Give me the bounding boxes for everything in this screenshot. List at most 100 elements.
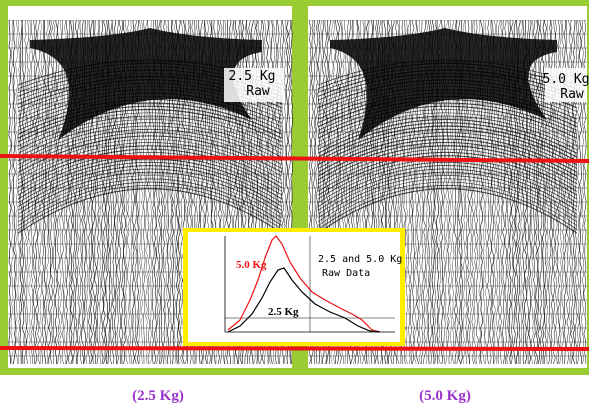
reflection [317, 132, 578, 169]
reflection [317, 175, 578, 219]
reflection [17, 99, 283, 131]
inset-plot [188, 232, 400, 342]
right-sublabel: Raw [560, 87, 584, 102]
caption: (5.0 Kg) [419, 388, 471, 404]
trace [54, 9, 58, 364]
reflection [317, 82, 578, 112]
left-label-bg [224, 68, 284, 102]
trace [23, 9, 27, 365]
inset-series-label: 5.0 Kg [236, 259, 267, 271]
reflection [17, 178, 283, 223]
trace [32, 9, 36, 365]
reflection [317, 135, 578, 173]
reflection [17, 105, 283, 139]
reflection [317, 95, 578, 128]
reflection [317, 86, 578, 116]
trace [541, 9, 545, 364]
trace [59, 9, 62, 365]
right-label-bg [545, 68, 587, 102]
reflection [317, 118, 578, 154]
inset-title: 2.5 and 5.0 Kg [318, 254, 402, 265]
reflection [317, 69, 578, 97]
trace [26, 9, 30, 365]
reflection [17, 148, 283, 189]
reflection [317, 152, 578, 192]
first-break [330, 28, 557, 140]
trace [34, 10, 38, 365]
reflection [317, 79, 578, 109]
right-label: 5.0 Kg [543, 72, 589, 87]
reflection [17, 92, 283, 124]
reflection [17, 89, 283, 120]
reflection [317, 181, 578, 226]
inset-subtitle: Raw Data [322, 268, 370, 279]
reflection [17, 109, 283, 143]
red-line-bottom [0, 346, 589, 351]
reflection [17, 145, 283, 185]
trace [21, 9, 25, 365]
trace [15, 9, 18, 365]
reflection [317, 148, 578, 188]
inset: 5.0 Kg 2.5 Kg 2.5 and 5.0 Kg Raw Data [183, 228, 405, 346]
header-strip [308, 6, 587, 20]
reflection [17, 102, 283, 135]
trace [537, 9, 541, 365]
reflection [317, 109, 578, 143]
reflection [317, 188, 578, 234]
reflection [17, 122, 283, 158]
left-label: 2.5 Kg [229, 69, 276, 84]
trace [8, 9, 12, 364]
reflection [317, 125, 578, 162]
trace [39, 9, 43, 365]
reflection [17, 115, 283, 150]
reflection [317, 142, 578, 181]
reflection [17, 125, 283, 162]
reflection [317, 99, 578, 132]
reflection [317, 62, 578, 90]
trace [56, 9, 60, 365]
reflection [317, 102, 578, 135]
trace [30, 9, 34, 365]
trace [535, 9, 539, 365]
reflection [17, 132, 283, 169]
inset-curve-2kg [227, 267, 381, 333]
reflection [17, 152, 283, 192]
caption: (2.5 Kg) [132, 388, 184, 404]
red-line-top [0, 154, 589, 163]
trace [50, 10, 54, 365]
reflection [317, 178, 578, 223]
first-break [30, 28, 262, 140]
reflection [317, 76, 578, 105]
reflection [317, 115, 578, 150]
reflection [317, 112, 578, 147]
reflection [317, 59, 578, 86]
reflection [17, 86, 283, 116]
inset-curve-5kg [227, 235, 381, 333]
trace [28, 9, 32, 365]
reflection [317, 171, 578, 215]
reflection [317, 128, 578, 166]
reflection [17, 112, 283, 147]
reflection [317, 66, 578, 93]
reflection [317, 161, 578, 204]
reflection [17, 185, 283, 230]
reflection [317, 105, 578, 139]
reflection [17, 181, 283, 226]
trace [48, 9, 52, 364]
reflection [317, 89, 578, 120]
reflection [17, 119, 283, 154]
trace [41, 9, 45, 365]
reflection [317, 165, 578, 207]
left-sublabel: Raw [246, 84, 270, 99]
trace [19, 10, 23, 364]
reflection [317, 122, 578, 158]
reflection [17, 142, 283, 181]
trace [532, 9, 536, 365]
reflection [317, 168, 578, 211]
reflection [317, 145, 578, 185]
trace [12, 9, 16, 365]
reflection [17, 188, 283, 234]
reflection [317, 72, 578, 101]
inset-series-label: 2.5 Kg [268, 306, 299, 318]
